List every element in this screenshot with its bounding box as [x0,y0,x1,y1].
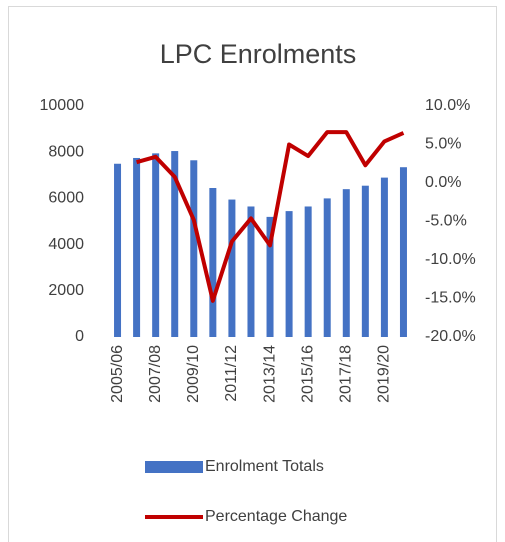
chart-title: LPC Enrolments [160,39,357,69]
bar [152,153,160,337]
legend-label: Enrolment Totals [205,458,324,475]
y-tick-label: 2000 [48,282,84,299]
y2-tick-label: -15.0% [425,290,476,307]
bar [133,157,141,337]
y2-tick-label: -5.0% [425,213,467,230]
bar [209,188,217,337]
x-tick-label: 2007/08 [147,345,164,403]
bar [380,177,388,337]
y2-tick-label: 0.0% [425,174,461,191]
x-tick-label: 2005/06 [109,345,126,403]
bar [285,211,293,337]
bar [323,198,331,337]
x-tick-label: 2009/10 [185,345,202,403]
bar [247,206,255,337]
bar [228,199,236,337]
y2-tick-label: -20.0% [425,328,476,345]
y2-tick-label: 5.0% [425,136,461,153]
x-tick-label: 2015/16 [299,345,316,403]
y-tick-label: 6000 [48,190,84,207]
x-tick-label: 2019/20 [376,345,393,403]
x-tick-label: 2017/18 [338,345,355,403]
bar [114,163,122,337]
chart-border [8,6,497,542]
bar [190,160,198,337]
legend-swatch [145,461,203,473]
y2-tick-label: -10.0% [425,251,476,268]
x-tick-label: 2011/12 [223,345,240,402]
bar [266,216,274,337]
y-tick-label: 0 [75,328,84,345]
bar [171,151,179,337]
y-tick-label: 8000 [48,143,84,160]
line [136,130,405,303]
bar [361,185,369,337]
bar [342,189,350,337]
legend-label: Percentage Change [205,508,347,525]
y2-tick-label: 10.0% [425,97,470,114]
x-tick-label: 2013/14 [261,345,278,403]
y-tick-label: 4000 [48,236,84,253]
bar [304,206,312,337]
y-tick-label: 10000 [40,97,85,114]
bar [399,167,407,337]
